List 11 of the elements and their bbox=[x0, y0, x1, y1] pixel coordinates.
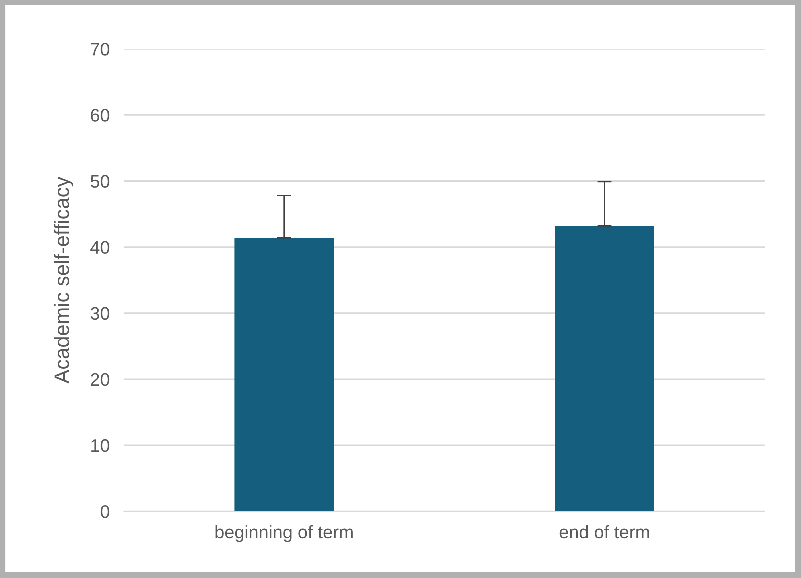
x-tick-label: beginning of term bbox=[216, 525, 353, 542]
y-tick-label: 30 bbox=[90, 307, 110, 320]
y-tick-label: 50 bbox=[90, 175, 110, 188]
x-tick-label: end of term bbox=[560, 525, 650, 539]
y-axis-title: Academic self-efficacy bbox=[54, 176, 74, 384]
y-tick-label: 10 bbox=[92, 439, 110, 452]
y-tick-label: 0 bbox=[100, 505, 110, 518]
y-tick-label: 70 bbox=[91, 43, 110, 56]
y-tick-label: 60 bbox=[91, 109, 110, 122]
y-tick-label: 20 bbox=[91, 373, 110, 386]
y-tick-label: 40 bbox=[90, 241, 110, 254]
